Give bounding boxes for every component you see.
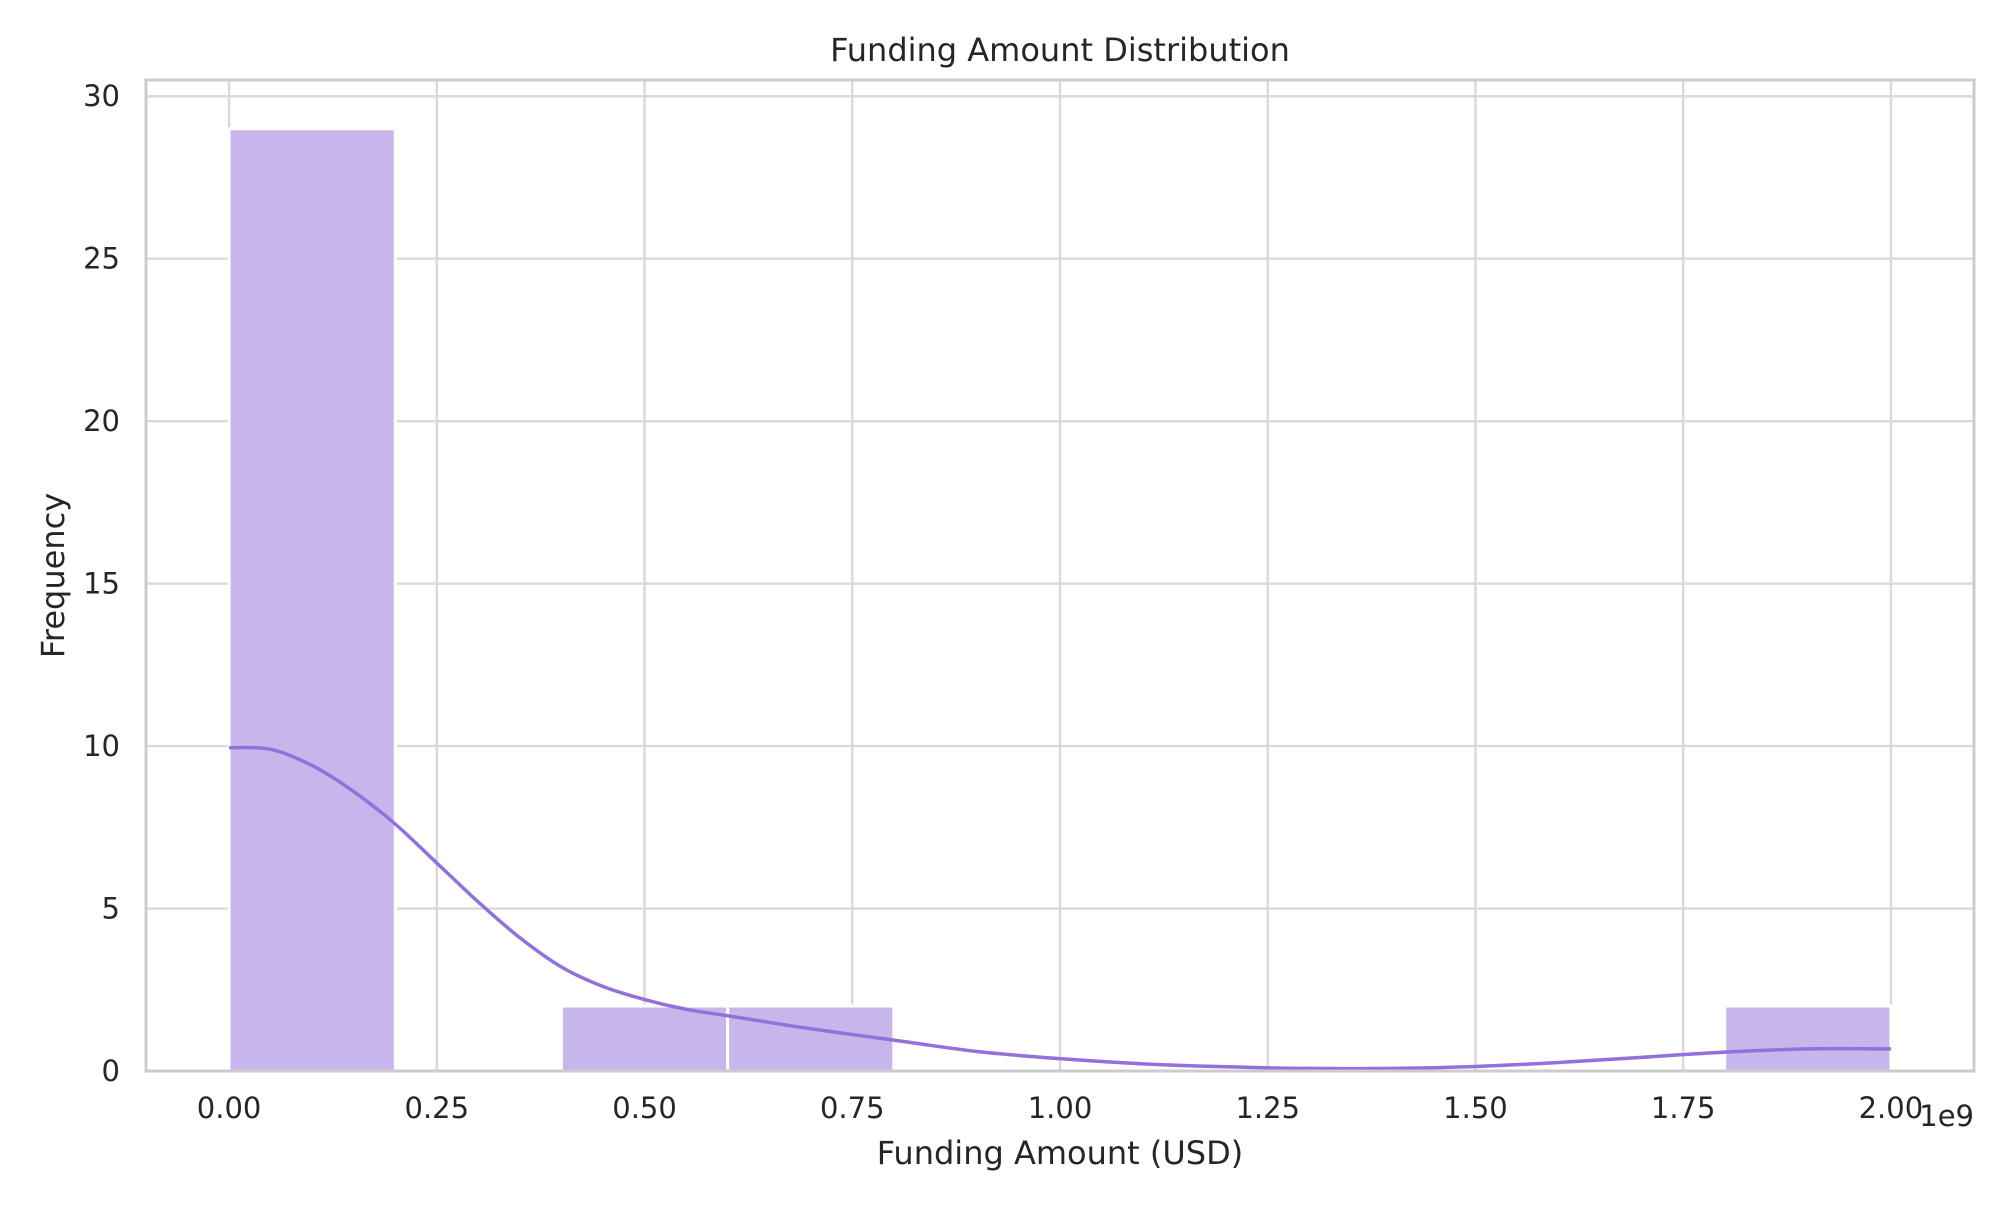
histogram-bar [559,1004,730,1073]
x-tick-labels: 0.00 0.25 0.50 0.75 1.00 1.25 1.50 1.75 2.00 [197,1091,1923,1125]
y-tick-label: 25 [83,242,120,276]
y-tick-label: 5 [102,892,120,926]
bar-layer [227,127,1893,1073]
chart-title: Funding Amount Distribution [830,31,1290,69]
y-tick-label: 30 [83,79,120,113]
y-tick-labels: 0 5 10 15 20 25 30 [83,79,120,1088]
y-tick-label: 0 [102,1054,120,1088]
x-axis-offset-label: 1e9 [1919,1099,1974,1133]
plot-frame [144,78,1976,1073]
kde-layer [229,745,1891,1071]
y-axis-label: Frequency [34,493,72,658]
kde-curve [229,745,1891,1071]
x-tick-label: 1.25 [1235,1091,1300,1125]
histogram-bar [1723,1004,1893,1073]
x-tick-label: 0.25 [405,1091,470,1125]
x-tick-label: 1.75 [1651,1091,1716,1125]
x-tick-label: 0.75 [820,1091,885,1125]
x-tick-label: 0.00 [197,1091,262,1125]
x-tick-label: 2.00 [1859,1091,1924,1125]
x-axis-label: Funding Amount (USD) [877,1134,1243,1172]
y-tick-label: 10 [83,729,120,763]
x-tick-label: 1.00 [1028,1091,1093,1125]
y-tick-label: 20 [83,404,120,438]
histogram-bar [227,127,397,1073]
x-tick-label: 0.50 [612,1091,677,1125]
grid-layer [146,80,1974,1073]
y-tick-label: 15 [83,567,120,601]
x-tick-label: 1.50 [1443,1091,1508,1125]
